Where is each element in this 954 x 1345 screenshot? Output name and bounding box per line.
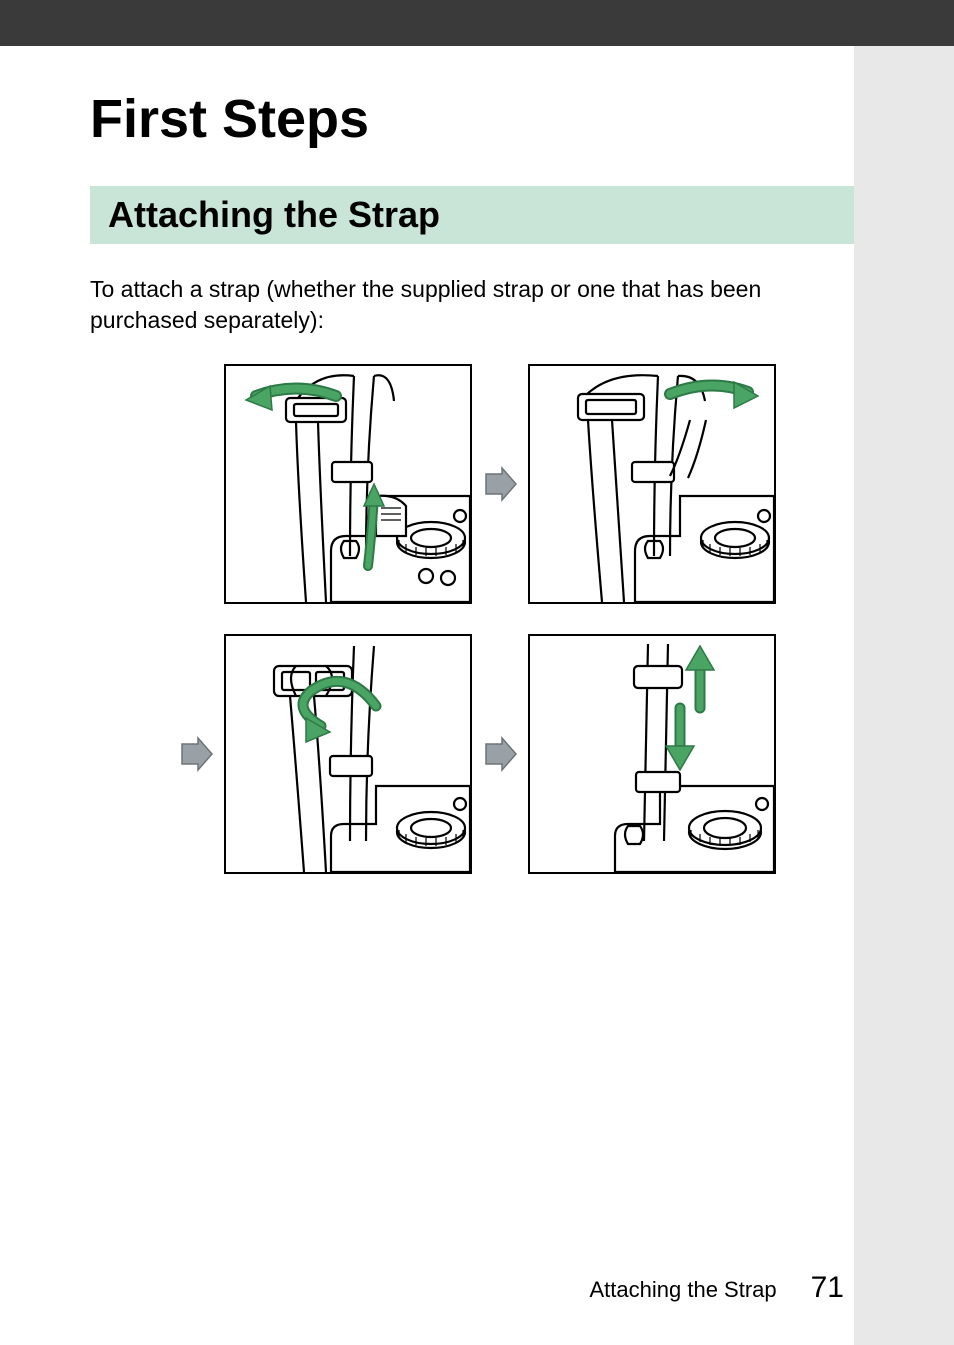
section-heading: Attaching the Strap [108,194,836,236]
strap-step4-illustration [530,636,774,872]
strap-step3-illustration [226,636,470,872]
sequence-arrow-3 [472,736,528,772]
sequence-arrow-1 [472,466,528,502]
figure-panel-3 [224,634,472,874]
figure-grid [90,364,854,874]
figure-panel-4 [528,634,776,874]
strap-step2-illustration [530,366,774,602]
figure-panel-1 [224,364,472,604]
page-title: First Steps [90,88,854,150]
strap-step1-illustration [226,366,470,602]
section-heading-band: Attaching the Strap [90,186,854,244]
page-footer: Attaching the Strap 71 [590,1271,845,1305]
content-area: First Steps Attaching the Strap To attac… [90,46,854,904]
figure-panel-2 [528,364,776,604]
sequence-arrow-2 [168,736,224,772]
top-header-bar [0,0,954,46]
page: First Steps Attaching the Strap To attac… [0,0,954,1345]
body-paragraph: To attach a strap (whether the supplied … [90,274,854,336]
figure-row-2 [90,634,854,874]
right-margin-shade [854,46,954,1345]
footer-page-number: 71 [811,1271,844,1305]
footer-section-title: Attaching the Strap [590,1277,777,1303]
figure-row-1 [90,364,854,604]
